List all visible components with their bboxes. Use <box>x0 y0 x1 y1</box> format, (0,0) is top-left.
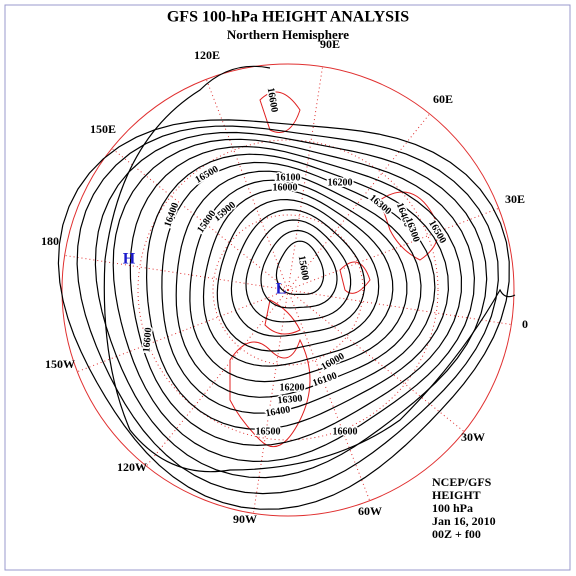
contour-line <box>103 65 516 473</box>
contour-line <box>175 170 422 398</box>
meridian <box>111 147 289 291</box>
contour-line <box>94 131 488 479</box>
contour-line <box>112 138 476 463</box>
map-boundary <box>61 63 515 517</box>
low-label: L <box>276 281 287 298</box>
meridian <box>287 207 499 291</box>
longitude-label: 90W <box>233 512 257 526</box>
info-line: 00Z + f00 <box>432 527 481 541</box>
contour-line <box>161 161 436 414</box>
contour-line <box>216 198 380 352</box>
contour-label: 16000 <box>273 182 298 193</box>
meridian <box>287 289 512 326</box>
frame <box>4 4 571 571</box>
meridian <box>287 289 371 501</box>
contour-label: 16600 <box>141 327 154 353</box>
longitude-label: 120E <box>194 48 220 62</box>
contour-line <box>57 119 510 510</box>
contour-line <box>275 240 325 295</box>
high-label: H <box>123 251 136 268</box>
longitude-label: 60E <box>433 92 453 106</box>
longitude-label: 60W <box>358 504 382 518</box>
longitude-label: 0 <box>522 317 528 331</box>
info-line: Jan 16, 2010 <box>432 514 496 528</box>
contour-line <box>245 219 352 323</box>
longitude-label: 150E <box>90 122 116 136</box>
coastline <box>379 191 439 261</box>
contour-line <box>145 153 450 430</box>
longitude-label: 30E <box>505 192 525 206</box>
latitude-circle <box>137 139 439 441</box>
coastline <box>259 91 301 133</box>
contour-label: 16200 <box>280 382 305 393</box>
meridian <box>252 289 289 514</box>
contour-line <box>260 229 338 309</box>
longitude-label: 90E <box>320 37 340 51</box>
longitude-label: 150W <box>45 357 75 371</box>
contour-line <box>230 208 366 337</box>
info-line: HEIGHT <box>432 488 481 502</box>
meridian <box>287 66 324 291</box>
title: GFS 100-hPa HEIGHT ANALYSIS <box>167 9 409 26</box>
contour-line <box>189 179 408 383</box>
meridian <box>287 289 465 433</box>
latitude-circle <box>212 214 364 366</box>
contour-label: 16200 <box>328 177 353 188</box>
meridian <box>287 113 431 291</box>
contour-label: 16100 <box>276 172 301 183</box>
longitude-label: 120W <box>117 460 147 474</box>
info-line: 100 hPa <box>432 501 473 515</box>
contours <box>57 65 516 510</box>
contour-label: 16500 <box>256 426 281 437</box>
info-line: NCEP/GFS <box>432 475 492 489</box>
meridian <box>77 289 289 373</box>
subtitle: Northern Hemisphere <box>227 27 349 42</box>
meridian <box>145 289 289 467</box>
contour-line <box>202 189 394 367</box>
contour-line <box>129 145 463 447</box>
meridian <box>64 254 289 291</box>
coastline <box>229 338 311 448</box>
contour-line <box>76 125 499 495</box>
contour-label: 16600 <box>333 426 358 437</box>
contour-label: 16300 <box>277 393 303 406</box>
longitude-label: 180 <box>41 234 59 248</box>
longitude-label: 30W <box>461 430 485 444</box>
